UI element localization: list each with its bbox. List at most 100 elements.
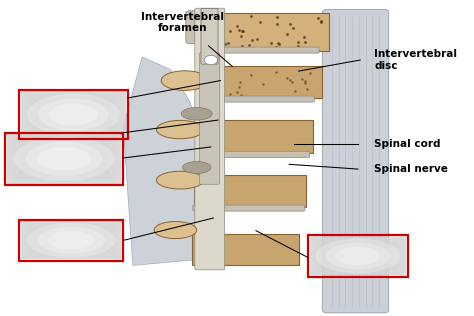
Bar [313,239,403,273]
Bar [23,222,119,258]
Bar [318,242,398,270]
Polygon shape [123,57,213,265]
Bar [19,142,109,175]
Ellipse shape [154,222,197,239]
Bar [13,138,115,179]
Bar [9,135,119,182]
Bar [320,244,395,268]
Bar [7,134,121,184]
Bar [322,245,393,267]
Ellipse shape [182,161,211,173]
Bar [24,223,119,258]
Bar [27,225,116,256]
Bar [12,138,116,180]
Polygon shape [197,120,313,153]
Bar [30,227,112,253]
Ellipse shape [37,147,91,171]
Bar [26,224,117,256]
Text: Intervertebral
disc: Intervertebral disc [374,49,457,71]
Ellipse shape [27,94,120,135]
Ellipse shape [47,231,94,249]
Bar [23,145,105,173]
Bar [19,90,128,139]
Bar [31,228,111,252]
Bar [28,226,114,254]
Ellipse shape [161,71,209,90]
Bar [20,220,122,260]
Bar [35,230,107,250]
Ellipse shape [204,55,218,65]
Bar [24,93,123,136]
Bar [5,133,123,185]
Bar [10,137,118,181]
Bar [31,98,116,131]
Polygon shape [192,234,299,265]
Bar [29,97,118,132]
Ellipse shape [26,142,102,176]
Bar [7,134,121,184]
Ellipse shape [14,137,114,181]
FancyBboxPatch shape [198,96,314,102]
Bar [323,246,392,266]
Bar [321,244,394,268]
FancyBboxPatch shape [193,205,305,211]
Bar [325,247,391,265]
Bar [19,220,123,261]
Text: Intervertebral
foramen: Intervertebral foramen [141,12,224,33]
FancyBboxPatch shape [195,8,225,270]
Bar [22,92,125,137]
Bar [34,100,113,129]
Bar [35,101,112,128]
Bar [32,99,115,130]
Ellipse shape [336,247,380,265]
Bar [37,232,105,249]
Bar [28,96,118,133]
Bar [9,136,119,182]
Bar [20,143,108,175]
Bar [33,229,109,251]
Bar [319,243,396,269]
Bar [314,239,402,273]
Bar [5,133,123,185]
Bar [37,102,110,127]
Bar [310,237,406,275]
Bar [18,142,110,176]
Bar [36,101,111,128]
Ellipse shape [326,243,390,269]
Ellipse shape [49,104,98,125]
FancyBboxPatch shape [195,151,310,157]
Text: Spinal nerve: Spinal nerve [374,164,448,174]
Polygon shape [201,13,329,51]
Bar [27,225,115,255]
Bar [17,141,111,177]
Ellipse shape [316,239,400,273]
Text: Spinal cord: Spinal cord [374,139,441,149]
FancyBboxPatch shape [200,47,319,53]
Bar [15,140,113,178]
Bar [22,144,106,173]
Bar [310,237,406,275]
Bar [19,220,123,261]
Bar [8,135,120,183]
FancyBboxPatch shape [200,53,219,184]
Bar [36,231,106,249]
Bar [22,222,120,259]
Ellipse shape [181,107,212,120]
Bar [308,235,408,276]
Bar [21,91,126,138]
Bar [326,247,390,264]
Bar [21,143,107,174]
Bar [19,90,128,139]
Bar [21,91,126,138]
Bar [25,94,122,135]
Ellipse shape [38,99,109,131]
Bar [311,237,405,275]
FancyBboxPatch shape [201,9,218,64]
Polygon shape [199,66,322,98]
Bar [30,98,117,131]
Bar [14,139,114,179]
Bar [33,100,114,130]
FancyBboxPatch shape [186,11,224,44]
Bar [309,236,407,276]
Bar [324,246,392,266]
